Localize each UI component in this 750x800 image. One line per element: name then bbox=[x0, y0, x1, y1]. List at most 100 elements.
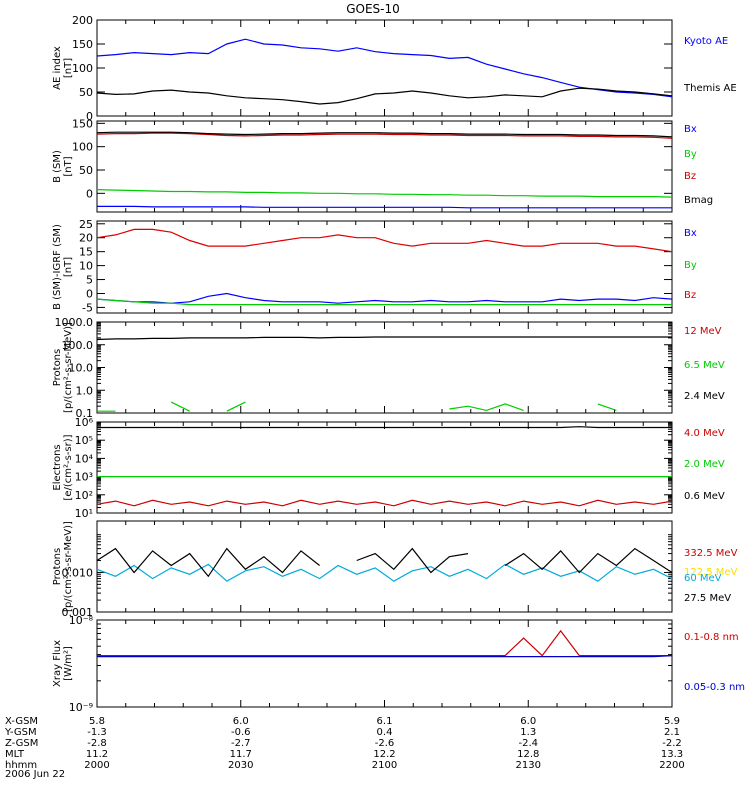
x-tick-value: 1.3 bbox=[520, 727, 536, 738]
panel-7: 10⁻⁹ 10⁻⁸ Xray Flux[W/m²] 0.1-0.8 nm 0.05-0.… bbox=[52, 614, 745, 714]
y-axis-label-line: AE index bbox=[52, 46, 63, 90]
y-tick-label: 10⁻⁹ bbox=[69, 701, 93, 714]
y-tick-label: 0 bbox=[86, 187, 93, 200]
legend-by: By bbox=[684, 149, 697, 160]
x-row-label: 2006 Jun 22 bbox=[5, 769, 65, 780]
y-axis-label: Xray Flux[W/m²] bbox=[52, 640, 74, 687]
y-tick-label: 10⁴ bbox=[75, 452, 94, 465]
y-axis-label-line: Xray Flux bbox=[52, 640, 63, 687]
x-tick-value: 0.4 bbox=[377, 727, 393, 738]
y-axis-label-line: [W/m²] bbox=[63, 646, 74, 681]
x-tick-value: 12.8 bbox=[517, 749, 539, 760]
plot-title: GOES-10 bbox=[346, 2, 400, 16]
series-line-bz bbox=[96, 132, 673, 139]
series-line-bz bbox=[96, 228, 673, 253]
legend-by: By bbox=[684, 260, 697, 271]
x-tick-value: 2200 bbox=[659, 760, 684, 771]
y-axis-label-line: Protons bbox=[52, 548, 63, 585]
y-tick-label: 5 bbox=[86, 274, 93, 287]
y-axis-label: B (SM)-IGRF (SM)[nT] bbox=[52, 224, 74, 310]
x-tick-value: -2.6 bbox=[375, 738, 395, 749]
legend-122-5-mev: 122.5 MeV bbox=[684, 567, 738, 578]
series-line-themis-ae bbox=[96, 87, 673, 105]
y-axis-label: Protons[p/(cm²-s-sr-MeV)] bbox=[52, 322, 74, 413]
y-axis-label-line: [p/(cm²-s-sr-MeV)] bbox=[63, 521, 74, 612]
y-tick-label: 0 bbox=[86, 110, 93, 123]
series-line-bmag bbox=[96, 131, 673, 138]
series-line-2-4-mev bbox=[96, 336, 672, 341]
legend-60-mev: 60 MeV bbox=[684, 573, 722, 584]
y-tick-label: 0.010 bbox=[62, 566, 94, 579]
legend-6-5-mev: 6.5 MeV bbox=[684, 360, 725, 371]
y-tick-label: 10 bbox=[79, 260, 93, 273]
y-tick-label: 100 bbox=[72, 62, 93, 75]
y-tick-label: 10⁵ bbox=[75, 434, 93, 447]
series-line-60-mev bbox=[96, 563, 673, 582]
y-tick-label: 10⁻⁸ bbox=[69, 614, 94, 627]
y-tick-label: 1.0 bbox=[76, 384, 94, 397]
y-tick-label: 50 bbox=[79, 164, 93, 177]
y-axis-label: AE index[nT] bbox=[52, 46, 74, 90]
x-tick-value: -2.8 bbox=[87, 738, 107, 749]
x-tick-value: 6.1 bbox=[377, 716, 393, 727]
x-tick-value: 11.7 bbox=[230, 749, 252, 760]
y-axis-label-line: [nT] bbox=[63, 257, 74, 277]
x-tick-value: 13.3 bbox=[661, 749, 683, 760]
series-line-bx bbox=[96, 292, 673, 304]
legend-332-5-mev: 332.5 MeV bbox=[684, 548, 738, 559]
y-tick-label: 150 bbox=[72, 117, 93, 130]
series-line-by bbox=[96, 298, 672, 306]
y-tick-label: 10⁶ bbox=[75, 416, 94, 429]
y-tick-label: 15 bbox=[79, 246, 93, 259]
y-tick-label: 100 bbox=[72, 141, 93, 154]
panel-frame bbox=[96, 421, 673, 514]
y-tick-label: 0.1 bbox=[76, 407, 94, 420]
panel-frame bbox=[96, 321, 673, 414]
x-row-label: Y-GSM bbox=[4, 727, 37, 738]
legend-bz: Bz bbox=[684, 290, 696, 301]
y-tick-label: 10² bbox=[75, 489, 93, 502]
panel-5: 10¹ 10² 10³ 10⁴ 10⁵ 10⁶ Electrons[e/(cm²-s-sr)… bbox=[52, 416, 725, 520]
series-line-kyoto-ae bbox=[96, 38, 673, 98]
x-tick-value: 5.8 bbox=[89, 716, 105, 727]
series-line-by bbox=[96, 189, 673, 198]
legend-bmag: Bmag bbox=[684, 195, 713, 206]
y-axis-label-line: [nT] bbox=[63, 156, 74, 176]
legend-27-5-mev: 27.5 MeV bbox=[684, 593, 731, 604]
y-tick-label: 10¹ bbox=[75, 507, 93, 520]
x-tick-value: -2.2 bbox=[662, 738, 682, 749]
y-axis-label-line: B (SM) bbox=[52, 150, 63, 183]
y-axis-label-line: Protons bbox=[52, 349, 63, 386]
panel-1: 0 50 100 150 200 AE index[nT] Kyoto AE Themis A… bbox=[52, 14, 737, 123]
y-axis-label: B (SM)[nT] bbox=[52, 150, 74, 183]
x-row-label: hhmm bbox=[5, 760, 37, 771]
x-tick-value: 12.2 bbox=[373, 749, 395, 760]
legend-2-4-mev: 2.4 MeV bbox=[684, 391, 725, 402]
x-tick-value: 6.0 bbox=[233, 716, 249, 727]
x-row-label: Z-GSM bbox=[5, 738, 38, 749]
legend-4-0-mev: 4.0 MeV bbox=[684, 428, 725, 439]
x-tick-value: 2030 bbox=[228, 760, 253, 771]
x-tick-value: -1.3 bbox=[87, 727, 107, 738]
y-tick-label: 0 bbox=[86, 287, 93, 300]
y-tick-label: 50 bbox=[79, 86, 93, 99]
series-line-0-05-0-3-nm bbox=[97, 655, 673, 658]
y-axis-label-line: Electrons bbox=[52, 444, 63, 490]
legend-themis-ae: Themis AE bbox=[683, 83, 737, 94]
y-axis-label-line: [e/(cm²-s-sr)] bbox=[63, 434, 74, 500]
y-tick-label: 20 bbox=[79, 232, 93, 245]
panel-2: 0 50 100 150 B (SM)[nT] Bx By Bz Bmag bbox=[52, 117, 713, 213]
y-tick-label: 10³ bbox=[75, 471, 93, 484]
x-tick-value: 2130 bbox=[516, 760, 541, 771]
series-line-bx bbox=[97, 205, 672, 209]
y-tick-label: 200 bbox=[72, 14, 93, 27]
y-axis-label: Protons[p/(cm²-s-sr-MeV)] bbox=[52, 521, 74, 612]
legend-kyoto-ae: Kyoto AE bbox=[684, 36, 728, 47]
legend-0-1-0-8-nm: 0.1-0.8 nm bbox=[684, 632, 739, 643]
x-row-label: MLT bbox=[5, 749, 25, 760]
y-axis-label-line: B (SM)-IGRF (SM) bbox=[52, 224, 63, 310]
